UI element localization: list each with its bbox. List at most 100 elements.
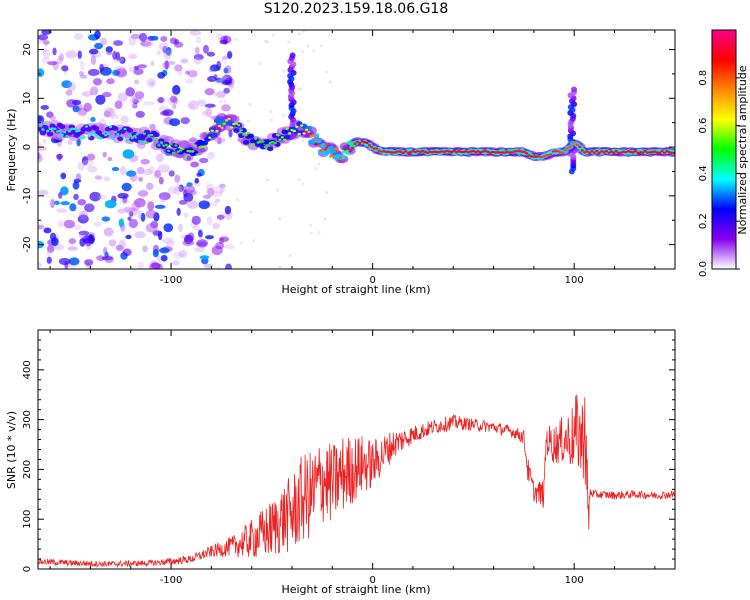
spectrogram-ridge-cell: [341, 159, 345, 162]
spectrogram-noise-blob: [211, 191, 223, 198]
spectrogram-noise-blob: [192, 181, 201, 187]
spectrogram-noise-blob: [178, 249, 188, 258]
spectrogram-ridge-cell: [648, 151, 652, 154]
spectrogram-noise-blob: [129, 97, 135, 106]
spectrogram-ridge-cell: [488, 151, 492, 155]
spectrogram-ridge-cell: [394, 151, 398, 154]
spectrogram-ridge-cell: [217, 124, 222, 128]
spectrogram-ridge-cell: [263, 145, 267, 149]
spectrogram-ridge-cell: [491, 150, 495, 154]
spectrogram-noise-blob: [145, 182, 154, 191]
spectrogram-noise-blob: [194, 177, 200, 184]
spectrogram-noise-blob: [210, 252, 214, 256]
spectrogram-ridge-cell: [575, 143, 580, 147]
spectrogram-noise-blob: [193, 247, 206, 253]
spectrogram-noise-blob: [77, 50, 82, 60]
spectrogram-ridge-cell: [483, 149, 488, 153]
spectrogram-noise-blob: [317, 231, 321, 235]
spectrogram-ridge-cell: [466, 151, 471, 154]
spectrogram-noise-blob: [46, 244, 55, 253]
spectrogram-ridge-cell: [428, 150, 432, 154]
spectrogram-frame: [37, 29, 676, 270]
spectrogram-ridge-cell: [643, 149, 647, 153]
spectrogram-ridge-cell: [249, 143, 253, 146]
spectrogram-ridge-cell: [79, 137, 84, 140]
spectrogram-noise-blob: [51, 237, 59, 247]
spectrogram-ridge-cell: [145, 141, 149, 145]
spectrogram-ridge-cell: [162, 144, 166, 147]
spectrogram-noise-blob: [163, 49, 172, 60]
spectrogram-ridge-cell: [454, 151, 459, 154]
spectrogram-ridge-cell: [304, 128, 309, 132]
spectrogram-noise-blob: [137, 261, 145, 269]
spectrogram-noise-blob: [216, 138, 220, 142]
spectrogram-noise-blob: [47, 61, 58, 66]
spectrogram-ridge-cell: [67, 130, 72, 133]
spectrogram-ridge-cell: [658, 151, 662, 154]
spectrogram-ridge-cell: [372, 147, 376, 150]
snr-y-ticks: 0 100 200 300 400: [22, 329, 675, 572]
spectrogram-ridge-cell: [117, 136, 124, 142]
spectrogram-ridge-cell: [360, 140, 364, 143]
spectrogram-noise-blob: [121, 182, 132, 192]
spectrogram-noise-blob: [115, 67, 127, 78]
spectrogram-ridge-cell: [619, 151, 623, 154]
spectrogram-noise-blob: [220, 185, 226, 193]
spectrogram-ridge-cell: [259, 144, 267, 150]
spectrogram-noise-blob: [143, 101, 155, 106]
spectrogram-noise-blob: [204, 88, 215, 96]
spectrogram-ridge-cell: [413, 150, 417, 154]
spectrogram-ridge-cell: [377, 149, 381, 152]
spectrogram-ridge-cell: [479, 151, 483, 154]
spectrogram-noise-blob: [185, 70, 190, 75]
spectrogram-noise-blob: [142, 245, 148, 253]
spectrogram-ridge-cell: [641, 151, 645, 154]
spectrogram-ridge-cell: [346, 140, 354, 146]
spectrogram-noise-blob: [177, 67, 183, 76]
spectrogram-noise-blob: [169, 118, 181, 127]
spectrogram-noise-blob: [278, 217, 282, 221]
spectrogram-ridge-cell: [348, 150, 352, 153]
spectrogram-ridge-cell: [121, 135, 125, 138]
spectrogram-noise-blob: [183, 192, 194, 202]
spectrogram-noise-blob: [117, 92, 128, 102]
spectrogram-noise-blob: [177, 223, 183, 233]
spectrogram-ridge-cell: [220, 126, 224, 129]
spectrogram-ridge-cell: [561, 151, 565, 154]
spectrogram-ridge-cell: [469, 150, 473, 153]
spectrogram-noise-blob: [46, 256, 52, 264]
spectrogram-noise-blob: [105, 46, 113, 53]
spectrogram-ridge-cell: [312, 134, 316, 137]
spectrogram-noise-blob: [180, 117, 190, 125]
spectrogram-noise-blob: [215, 91, 226, 99]
spectrogram-noise-blob: [199, 255, 210, 260]
spectrogram-noise-blob: [228, 84, 234, 89]
spectrogram-noise-blob: [94, 42, 104, 50]
spectrogram-ridge-cell: [522, 150, 526, 154]
spectrogram-ridge-cell: [396, 150, 401, 153]
spectrogram-ridge-cell: [471, 149, 476, 153]
spectrogram-noise-blob: [167, 186, 178, 194]
spectrogram-ridge-cell: [626, 149, 630, 153]
y-tick-label: 0: [22, 566, 33, 572]
spectrogram-ridge-cell: [331, 155, 335, 158]
spectrogram-noise-blob: [172, 252, 184, 259]
spectrogram-ridge-cell: [401, 151, 405, 155]
spectrogram-ridge-cell: [382, 150, 386, 153]
spectrogram-ridge-cell: [496, 151, 500, 154]
spectrogram-noise-blob: [164, 60, 169, 70]
spectrogram-noise-blob: [302, 30, 306, 33]
spectrogram-ridge-cell: [537, 155, 541, 158]
spectrogram-noise-blob: [140, 40, 152, 47]
spectrogram-ridge-cell: [292, 129, 297, 133]
spectrogram-noise-blob: [162, 61, 171, 69]
x-tick-label: 0: [369, 575, 375, 586]
spectrogram-noise-blob: [60, 201, 70, 206]
spectrogram-ridge-cell: [532, 155, 536, 158]
spectrogram-ridge-cell: [77, 129, 81, 132]
spectrogram-noise-blob: [282, 69, 286, 73]
spectrogram-ridge-cell: [670, 151, 674, 154]
spectrogram-ridge-cell: [314, 138, 318, 142]
spectrogram-noise-blob: [218, 248, 224, 254]
spectrogram-ridge-cell: [216, 117, 223, 123]
